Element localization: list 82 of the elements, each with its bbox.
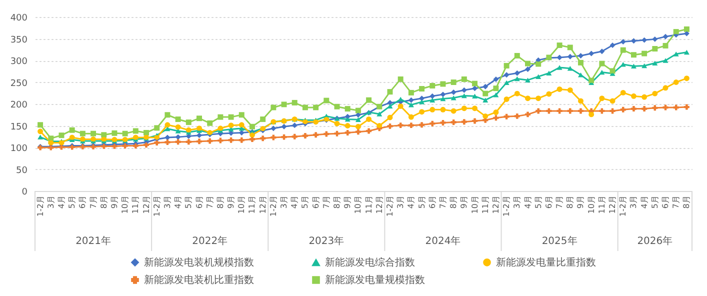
text: 2025年	[542, 235, 578, 247]
x-tick-label: 8月	[216, 196, 225, 209]
x-tick-label: 8月	[99, 196, 108, 209]
x-tick-label: 3月	[280, 196, 289, 209]
y-tick-label: 100	[10, 144, 28, 154]
x-tick-label: 12月	[142, 196, 151, 214]
y-tick-label: 350	[10, 35, 28, 46]
x-tick-label: 4月	[523, 196, 532, 209]
x-tick-label: 5月	[534, 196, 543, 209]
text: 2024年	[425, 235, 461, 247]
x-tick-label: 7月	[438, 196, 448, 209]
x-tick-label: 11月	[131, 196, 140, 214]
legend-label: 新能源发电量规模指数	[325, 274, 425, 286]
x-tick-label: 1-2月	[268, 196, 278, 217]
x-tick-label: 8月	[566, 196, 575, 209]
x-tick-label: 1-2月	[36, 196, 45, 217]
x-tick-label: 1-2月	[618, 196, 628, 217]
x-tick-label: 7月	[672, 196, 681, 209]
x-tick-label: 3月	[629, 196, 638, 209]
x-tick-label: 12月	[374, 196, 384, 214]
x-tick-label: 1-2月	[152, 196, 162, 217]
x-tick-label: 6月	[78, 196, 88, 209]
x-tick-label: 10月	[354, 196, 363, 214]
text: 2023年	[308, 235, 344, 247]
x-tick-label: 8月	[682, 196, 692, 209]
y-tick-label: 200	[10, 100, 28, 110]
x-tick-label: 6月	[544, 196, 554, 209]
x-tick-label: 11月	[480, 196, 490, 214]
legend-label: 新能源发电综合指数	[325, 256, 415, 269]
x-tick-label: 7月	[322, 196, 331, 209]
x-tick-label: 11月	[597, 196, 606, 214]
x-tick-label: 6月	[311, 196, 320, 209]
x-tick-label: 5月	[650, 196, 660, 209]
x-tick-label: 9月	[110, 196, 119, 209]
x-tick-label: 5月	[184, 196, 194, 209]
x-tick-label: 4月	[640, 196, 649, 209]
x-tick-label: 10月	[586, 196, 596, 214]
x-tick-label: 4月	[174, 196, 183, 209]
y-tick-label: 50	[16, 166, 28, 176]
y-tick-label: 0	[22, 188, 28, 198]
x-tick-label: 3月	[162, 196, 172, 209]
x-tick-label: 3月	[512, 196, 522, 209]
x-tick-label: 11月	[248, 196, 257, 214]
text: 2021年	[76, 235, 112, 247]
x-tick-label: 8月	[332, 196, 342, 209]
x-tick-label: 5月	[417, 196, 426, 209]
legend-label: 新能源发电装机规模指数	[144, 256, 254, 268]
text: 2022年	[192, 235, 228, 247]
x-tick-label: 1-2月	[385, 196, 394, 217]
x-tick-label: 6月	[194, 196, 204, 209]
x-tick-label: 5月	[68, 196, 77, 209]
x-tick-label: 9月	[460, 196, 469, 209]
x-tick-label: 7月	[205, 196, 214, 209]
x-tick-label: 9月	[343, 196, 352, 209]
y-tick-label: 150	[10, 122, 28, 132]
y-tick-label: 300	[10, 57, 28, 67]
y-tick-label: 400	[10, 14, 28, 24]
x-tick-label: 3月	[46, 196, 56, 209]
x-tick-label: 5月	[300, 196, 310, 209]
x-tick-label: 10月	[470, 196, 480, 214]
x-tick-label: 1-2月	[502, 196, 512, 217]
legend-label: 新能源发电装机比重指数	[144, 274, 254, 286]
x-tick-label: 11月	[364, 196, 374, 214]
x-tick-label: 3月	[396, 196, 406, 209]
x-tick-label: 6月	[661, 196, 670, 209]
y-tick-label: 250	[10, 78, 28, 89]
text: 2026年	[637, 235, 673, 247]
x-tick-label: 10月	[237, 196, 246, 214]
x-tick-label: 9月	[576, 196, 586, 209]
x-tick-label: 12月	[608, 196, 618, 214]
x-tick-label: 12月	[491, 196, 500, 214]
x-tick-label: 12月	[258, 196, 268, 214]
x-tick-label: 6月	[428, 196, 437, 209]
x-tick-label: 9月	[226, 196, 236, 209]
x-tick-label: 7月	[88, 196, 98, 209]
legend-label: 新能源发电量比重指数	[496, 256, 596, 268]
x-tick-label: 4月	[290, 196, 300, 209]
x-tick-label: 10月	[120, 196, 130, 214]
x-tick-label: 4月	[56, 196, 66, 209]
x-tick-label: 8月	[449, 196, 458, 209]
x-tick-label: 7月	[555, 196, 564, 209]
x-tick-label: 4月	[406, 196, 416, 209]
